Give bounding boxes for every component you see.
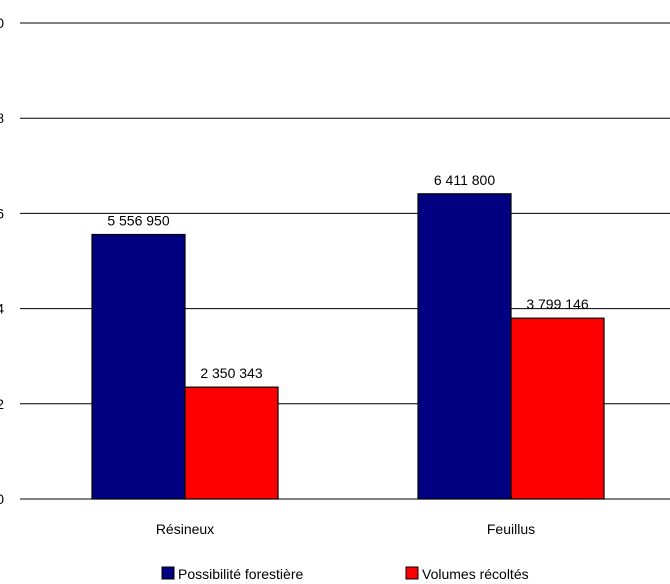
data-label: 6 411 800	[434, 172, 495, 188]
y-tick-label: 8	[0, 110, 4, 126]
legend-swatch	[161, 566, 175, 580]
legend: Possibilité forestière Volumes récoltés	[161, 566, 529, 582]
data-labels: 5 556 950 2 350 343 6 411 800 3 799 146	[107, 172, 588, 381]
y-tick-label: 10	[0, 15, 4, 31]
x-tick-label: Feuillus	[487, 521, 535, 537]
legend-label: Volumes récoltés	[422, 566, 529, 582]
bar-volumes-0	[184, 386, 279, 500]
data-label: 5 556 950	[107, 212, 169, 228]
y-tick-label: 0	[0, 491, 4, 507]
x-axis-ticks: Résineux Feuillus	[156, 521, 535, 537]
y-axis-ticks: 0 2 4 6 8 10	[0, 15, 4, 507]
x-tick-label: Résineux	[156, 521, 214, 537]
legend-swatch	[405, 566, 419, 580]
legend-label: Possibilité forestière	[178, 566, 303, 582]
y-tick-label: 6	[0, 205, 4, 221]
data-label: 3 799 146	[526, 296, 588, 312]
bar-possibilite-1	[417, 193, 512, 500]
bar-volumes-1	[510, 317, 605, 500]
bar-possibilite-0	[91, 233, 186, 500]
data-label: 2 350 343	[200, 365, 262, 381]
y-tick-label: 2	[0, 396, 4, 412]
y-tick-label: 4	[0, 301, 4, 317]
bars	[91, 193, 605, 500]
